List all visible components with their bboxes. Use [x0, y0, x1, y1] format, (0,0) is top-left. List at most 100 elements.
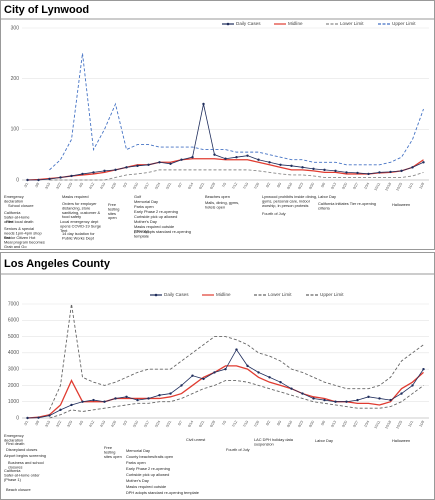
- x-tick-label: 4/5: [78, 182, 84, 188]
- x-tick-label: 6/7: [177, 182, 183, 188]
- data-point: [158, 394, 161, 397]
- data-point: [147, 163, 150, 166]
- data-point: [59, 176, 62, 179]
- data-point: [422, 367, 425, 371]
- x-tick-label: 9/20: [341, 182, 348, 190]
- data-point: [356, 171, 359, 175]
- x-tick-label: 8/30: [308, 420, 315, 428]
- x-tick-label: 7/26: [253, 182, 260, 190]
- x-tick-label: 7/26: [253, 420, 260, 428]
- data-point: [114, 397, 117, 400]
- annotation: First death: [6, 441, 24, 446]
- annotation: Curbside pick up allowed: [126, 472, 169, 477]
- annotation: Labor Day: [315, 438, 333, 443]
- data-point: [180, 158, 183, 161]
- annotation: Early Phase 2 re-opening: [126, 466, 170, 471]
- x-tick-label: 3/22: [55, 182, 62, 190]
- y-tick-label: 7000: [8, 301, 19, 307]
- annotation: 14 day isolation for Public Works Dept: [62, 231, 95, 240]
- annotation: Free testing sites open: [108, 202, 119, 220]
- data-point: [147, 397, 150, 400]
- data-point: [37, 416, 40, 419]
- data-point: [323, 398, 326, 402]
- data-point: [103, 169, 106, 173]
- data-point: [301, 166, 304, 169]
- data-point: [235, 348, 238, 351]
- data-point: [125, 395, 128, 399]
- y-tick-label: 0: [16, 177, 19, 183]
- data-point: [389, 398, 392, 402]
- x-tick-label: 3/22: [55, 420, 62, 428]
- x-tick-label: 9/13: [330, 420, 337, 428]
- data-point: [279, 380, 282, 384]
- x-tick-label: 9/20: [341, 420, 348, 428]
- data-point: [103, 400, 106, 403]
- x-tick-label: 8/30: [308, 182, 315, 190]
- annotation: Civil unrest: [186, 437, 206, 442]
- x-tick-label: 8/23: [297, 420, 304, 428]
- x-tick-label: 8/9: [276, 182, 282, 188]
- annotation: Lynwood prohibits inside dining, gyms, pe…: [262, 194, 317, 208]
- y-tick-label: 1000: [8, 399, 19, 405]
- data-point: [37, 178, 40, 182]
- annotation: Masks required outside (County): [134, 224, 174, 233]
- annotation: Curbside pick up allowed: [134, 214, 177, 219]
- series-line: [27, 365, 424, 419]
- data-point: [81, 400, 84, 403]
- data-point: [334, 169, 337, 173]
- y-tick-label: 5000: [8, 334, 19, 340]
- annotation: Local emergency dept opens COVID-19 Surge…: [60, 219, 101, 233]
- x-tick-label: 3/29: [66, 420, 73, 428]
- data-point: [136, 164, 139, 168]
- annotation: Business and school closures: [8, 460, 44, 469]
- x-tick-label: 6/14: [187, 182, 194, 190]
- x-tick-label: 9/13: [330, 182, 337, 190]
- x-tick-label: 4/19: [99, 182, 106, 190]
- data-point: [301, 392, 304, 395]
- data-point: [323, 168, 326, 172]
- annotation: Beaches open: [205, 194, 230, 199]
- x-tick-label: 3/15: [44, 182, 51, 190]
- data-point: [257, 158, 260, 161]
- data-point: [125, 166, 128, 169]
- x-tick-label: 8/23: [297, 182, 304, 190]
- data-point: [180, 384, 183, 387]
- annotation: Emergency declaration: [4, 194, 24, 203]
- x-tick-label: 4/12: [88, 420, 95, 428]
- data-point: [411, 166, 414, 169]
- x-tick-label: 3/8: [34, 182, 40, 188]
- x-tick-label: 5/31: [165, 420, 172, 428]
- data-point: [224, 157, 227, 160]
- annotation: Memorial Day: [134, 199, 158, 204]
- x-tick-label: 9/27: [352, 420, 359, 428]
- legend-label: Upper Limit: [392, 21, 416, 26]
- x-tick-label: 3/1: [23, 182, 29, 188]
- chart-title: Los Angeles County: [4, 258, 111, 270]
- legend-marker: [226, 22, 230, 26]
- series-line: [49, 169, 424, 181]
- annotation: Fourth of July: [262, 211, 286, 216]
- data-point: [268, 376, 271, 379]
- annotation: Halloween: [392, 438, 410, 443]
- annotation: Mother's Day: [126, 478, 149, 483]
- x-tick-label: 3/29: [66, 182, 73, 190]
- data-point: [257, 371, 260, 374]
- x-tick-label: 11/8: [418, 182, 425, 190]
- x-tick-label: 8/9: [276, 420, 282, 426]
- data-point: [290, 164, 293, 168]
- x-tick-label: 8/16: [286, 420, 293, 428]
- x-tick-label: 7/19: [242, 420, 249, 428]
- x-tick-label: 6/21: [198, 182, 205, 190]
- x-tick-label: 4/26: [110, 182, 117, 190]
- annotation: Masks required: [62, 194, 89, 199]
- data-point: [213, 371, 216, 374]
- annotation: DPH adopts standard re-opening template: [126, 490, 199, 495]
- annotation: Early Phase 2 re-opening: [134, 209, 178, 214]
- y-tick-label: 100: [11, 127, 20, 133]
- x-tick-label: 7/5: [221, 420, 227, 426]
- y-tick-label: 4000: [8, 350, 19, 356]
- x-tick-label: 5/10: [132, 420, 139, 428]
- data-point: [48, 414, 51, 417]
- data-point: [202, 377, 205, 381]
